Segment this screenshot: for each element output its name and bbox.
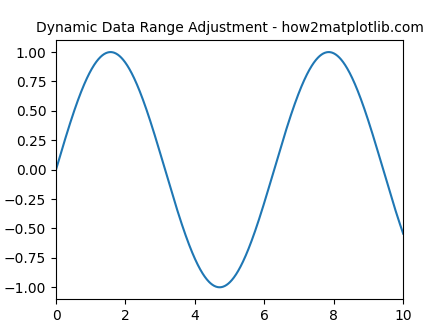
Title: Dynamic Data Range Adjustment - how2matplotlib.com: Dynamic Data Range Adjustment - how2matp… [36,21,423,35]
